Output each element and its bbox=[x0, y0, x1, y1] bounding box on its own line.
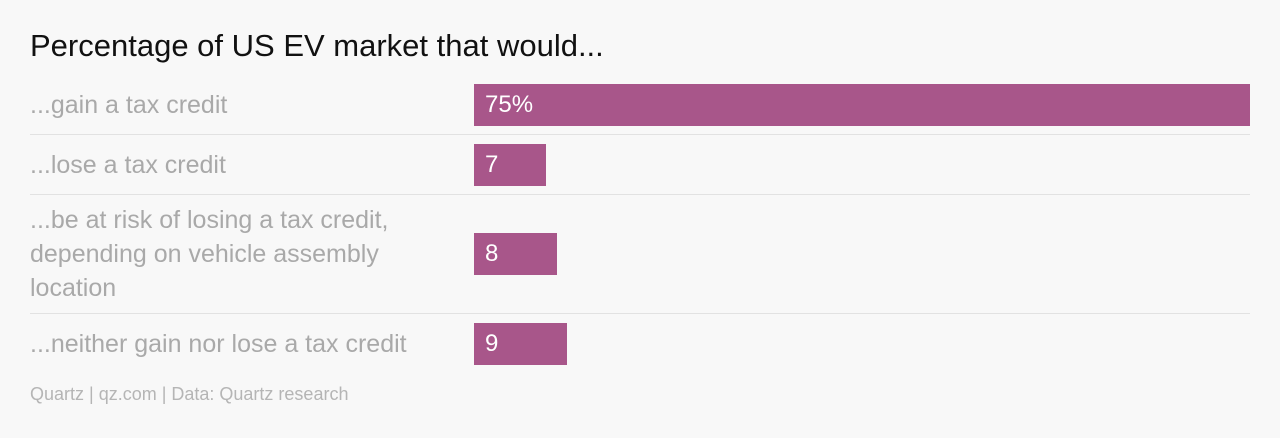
bar-track: 8 bbox=[474, 233, 1250, 275]
bar-track: 9 bbox=[474, 323, 1250, 365]
value-label: 75% bbox=[485, 90, 534, 118]
value-label: 8 bbox=[485, 240, 499, 267]
source-note: Quartz | qz.com | Data: Quartz research bbox=[30, 384, 349, 404]
value-label: 7 bbox=[485, 150, 499, 178]
category-label: ...neither gain nor lose a tax credit bbox=[30, 330, 407, 358]
bar-track: 75% bbox=[474, 83, 1250, 126]
bar-row: ...gain a tax credit 75% bbox=[30, 75, 1250, 135]
category-label: ...gain a tax credit bbox=[30, 90, 228, 119]
bar: 75% bbox=[474, 83, 1250, 126]
chart-body: ...gain a tax credit 75% ...lose a tax cre… bbox=[30, 75, 1250, 374]
category-label: ...lose a tax credit bbox=[30, 150, 226, 179]
category-label: ...be at risk of losing a tax credit, de… bbox=[30, 206, 389, 302]
bar-row: ...lose a tax credit 7 bbox=[30, 135, 1250, 195]
bar: 7 bbox=[474, 143, 547, 186]
chart-title: Percentage of US EV market that would... bbox=[30, 28, 604, 63]
bar-row: ...be at risk of losing a tax credit, de… bbox=[30, 195, 1250, 314]
bar: 8 bbox=[474, 233, 557, 275]
bar: 9 bbox=[474, 323, 568, 365]
value-label: 9 bbox=[485, 330, 499, 357]
bar-row: ...neither gain nor lose a tax credit 9 bbox=[30, 314, 1250, 374]
bar-track: 7 bbox=[474, 143, 1250, 186]
